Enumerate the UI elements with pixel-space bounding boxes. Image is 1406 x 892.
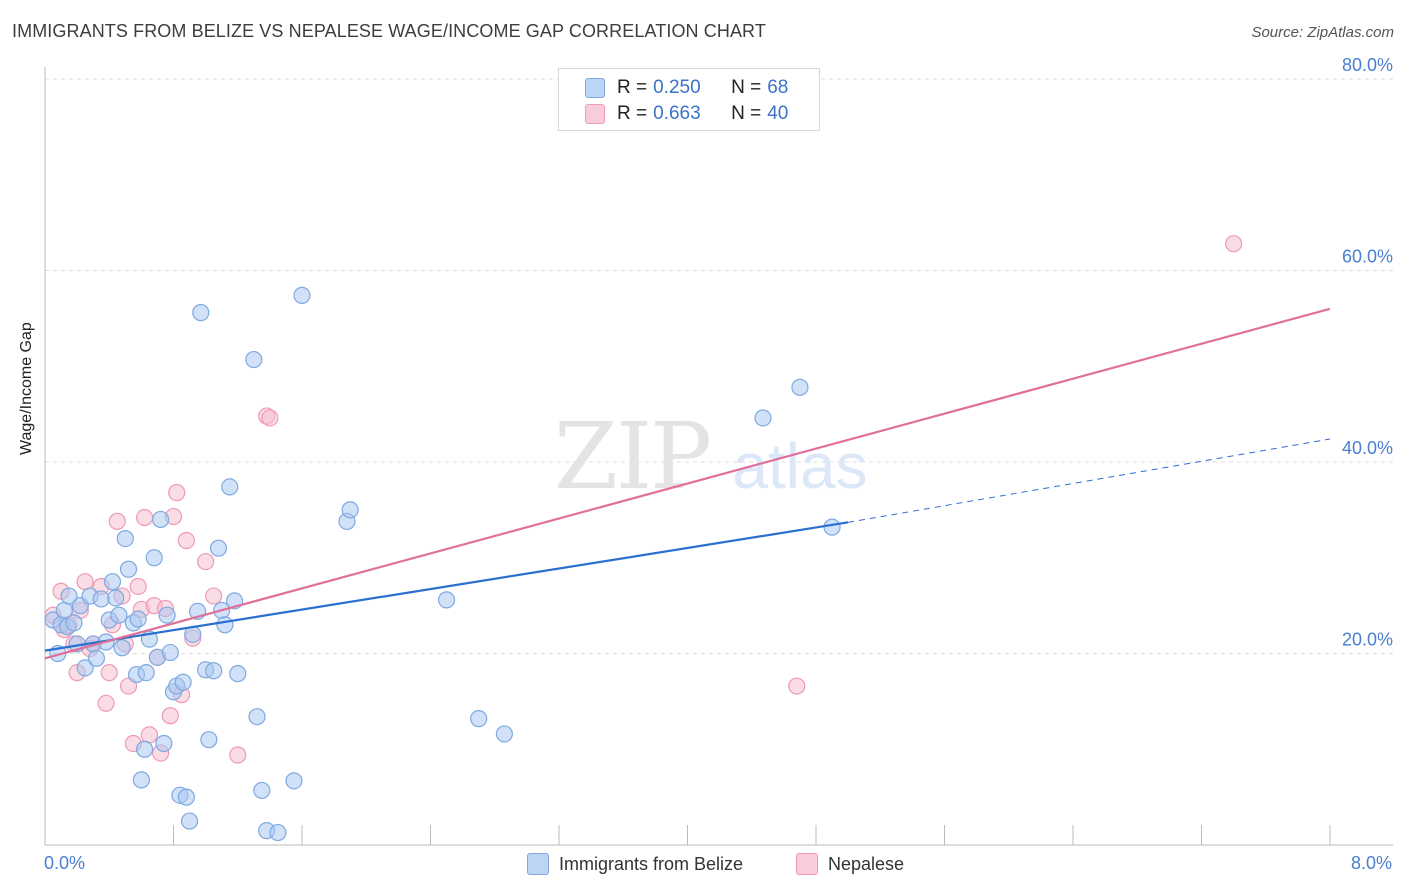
data-point <box>76 573 94 591</box>
data-point <box>823 518 841 536</box>
data-point <box>192 304 210 322</box>
data-point <box>754 409 772 427</box>
y-tick-labels: 20.0% 40.0% 60.0% 80.0% <box>1342 55 1393 650</box>
data-point <box>87 649 106 667</box>
data-point <box>285 772 303 790</box>
data-point <box>197 552 215 571</box>
data-point <box>216 616 234 634</box>
r-value: 0.663 <box>653 103 701 124</box>
data-point <box>155 734 173 753</box>
data-point <box>119 560 138 578</box>
y-tick-label: 40.0% <box>1342 438 1393 458</box>
r-label: R = <box>617 103 648 124</box>
data-point <box>269 823 287 842</box>
data-point <box>158 606 176 624</box>
data-point <box>205 587 223 605</box>
data-point <box>261 409 279 427</box>
y-tick-label: 80.0% <box>1342 55 1393 75</box>
y-tick-label: 60.0% <box>1342 247 1393 267</box>
nepalese-trend-line <box>44 307 1331 660</box>
data-point <box>177 531 195 550</box>
watermark-zip: ZIP <box>554 403 710 510</box>
n-value: 40 <box>767 103 789 124</box>
bottom-legend-nepalese[interactable]: Nepalese <box>796 851 904 877</box>
data-point <box>437 591 456 609</box>
x-tick-right: 8.0% <box>1350 853 1392 873</box>
bottom-legend-label: Nepalese <box>828 853 905 874</box>
data-point <box>791 378 809 396</box>
data-point <box>341 501 359 519</box>
data-point <box>103 573 122 591</box>
data-point <box>129 610 147 628</box>
data-point <box>205 662 223 680</box>
data-point <box>145 549 163 567</box>
bottom-legend-belize[interactable]: Immigrants from Belize <box>527 851 743 877</box>
data-point <box>174 673 192 691</box>
data-point <box>161 643 179 662</box>
data-point <box>132 771 150 789</box>
data-point <box>97 694 115 712</box>
data-point <box>788 677 806 695</box>
data-point <box>135 508 154 527</box>
data-point <box>1225 235 1243 253</box>
r-value: 0.250 <box>653 77 701 98</box>
axes <box>44 67 1393 846</box>
data-point <box>140 726 159 744</box>
data-point <box>229 746 247 764</box>
data-point <box>177 788 195 806</box>
data-point <box>137 664 155 682</box>
data-point <box>65 614 83 632</box>
data-point <box>245 350 263 369</box>
legend-row-nepalese: R = 0.663 N = 40 <box>585 103 788 125</box>
correlation-legend: R = 0.250 N = 68 R = 0.663 N = 40 <box>558 68 820 131</box>
data-point <box>92 590 110 608</box>
data-point <box>293 286 311 304</box>
y-axis-label: Wage/Income Gap <box>18 322 35 455</box>
data-point <box>152 510 170 529</box>
data-point <box>221 478 239 496</box>
grid-lines <box>45 78 1393 654</box>
data-point <box>116 529 134 548</box>
data-point <box>168 484 186 502</box>
n-value: 68 <box>767 77 789 98</box>
watermark: ZIP atlas <box>554 403 868 510</box>
source-label: Source: ZipAtlas.com <box>1251 24 1394 41</box>
r-label: R = <box>617 77 648 98</box>
chart-title: IMMIGRANTS FROM BELIZE VS NEPALESE WAGE/… <box>12 21 766 41</box>
data-point <box>495 725 513 743</box>
y-tick-label: 20.0% <box>1342 630 1393 650</box>
data-point <box>107 589 125 607</box>
data-point <box>76 659 94 677</box>
data-point <box>135 740 154 758</box>
data-point <box>470 710 488 728</box>
n-label: N = <box>731 103 762 124</box>
data-point <box>253 781 271 800</box>
trend-lines <box>44 307 1331 660</box>
data-point <box>129 577 147 596</box>
data-point <box>161 707 179 725</box>
x-tick-left: 0.0% <box>44 853 86 873</box>
data-point <box>108 512 126 530</box>
data-point <box>180 812 199 830</box>
data-point <box>60 587 78 605</box>
bottom-legend-label: Immigrants from Belize <box>559 853 744 874</box>
legend-row-belize: R = 0.250 N = 68 <box>585 77 788 99</box>
data-point <box>200 731 218 749</box>
belize-trend-line <box>44 521 849 652</box>
data-point <box>248 708 266 726</box>
blue-swatch-icon <box>585 78 605 98</box>
data-point <box>229 665 247 683</box>
pink-swatch-icon <box>796 853 818 875</box>
data-point <box>209 539 228 557</box>
data-point <box>100 664 118 682</box>
blue-swatch-icon <box>527 853 549 875</box>
belize-trend-extension <box>848 438 1331 523</box>
n-label: N = <box>731 77 762 98</box>
pink-swatch-icon <box>585 104 605 124</box>
data-point <box>110 606 128 624</box>
data-point <box>113 639 131 657</box>
